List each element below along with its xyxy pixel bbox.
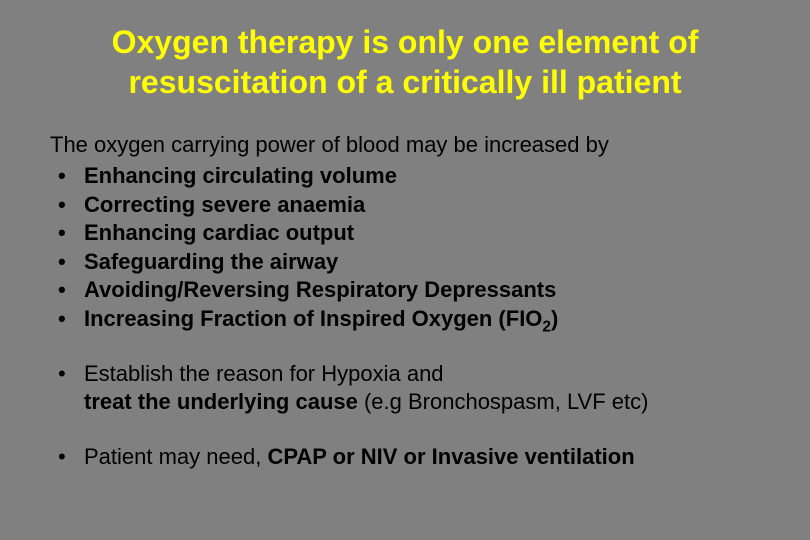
spacer: [50, 334, 760, 360]
reason-line-b-rest: (e.g Bronchospasm, LVF etc): [358, 389, 649, 414]
list-item: Enhancing circulating volume: [50, 162, 760, 191]
intro-text: The oxygen carrying power of blood may b…: [50, 132, 760, 158]
reason-line-b-bold: treat the underlying cause: [84, 389, 358, 414]
vent-pre: Patient may need,: [84, 444, 267, 469]
spacer: [50, 417, 760, 443]
second-bullet-list: Establish the reason for Hypoxia and tre…: [50, 360, 760, 417]
list-item: Safeguarding the airway: [50, 248, 760, 277]
third-bullet-list: Patient may need, CPAP or NIV or Invasiv…: [50, 443, 760, 472]
list-item: Correcting severe anaemia: [50, 191, 760, 220]
slide: Oxygen therapy is only one element of re…: [0, 0, 810, 540]
reason-line-a: Establish the reason for Hypoxia and: [84, 361, 444, 386]
fio2-prefix: Increasing Fraction of Inspired Oxygen (…: [84, 306, 542, 331]
list-item-reason: Establish the reason for Hypoxia and tre…: [50, 360, 760, 417]
main-bullet-list: Enhancing circulating volume Correcting …: [50, 162, 760, 334]
slide-title: Oxygen therapy is only one element of re…: [50, 22, 760, 102]
list-item-fio2: Increasing Fraction of Inspired Oxygen (…: [50, 305, 760, 334]
list-item: Avoiding/Reversing Respiratory Depressan…: [50, 276, 760, 305]
vent-bold: CPAP or NIV or Invasive ventilation: [267, 444, 634, 469]
fio2-subscript: 2: [542, 318, 551, 335]
fio2-suffix: ): [551, 306, 558, 331]
list-item: Enhancing cardiac output: [50, 219, 760, 248]
list-item-ventilation: Patient may need, CPAP or NIV or Invasiv…: [50, 443, 760, 472]
